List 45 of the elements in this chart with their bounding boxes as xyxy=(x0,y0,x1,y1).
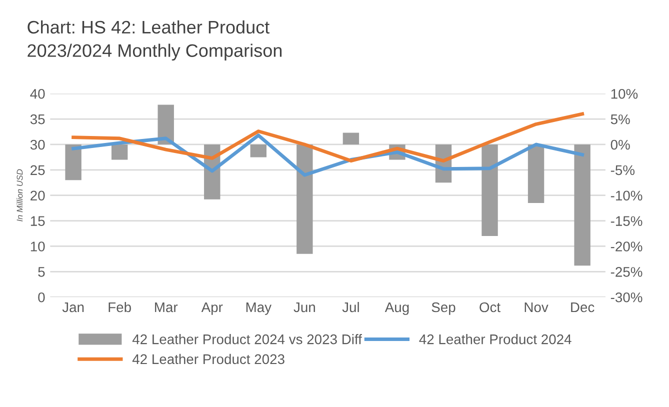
y-axis-title: In Million USD xyxy=(16,169,23,222)
x-tick-label: Jul xyxy=(342,302,359,312)
x-tick-label: Sep xyxy=(432,302,456,315)
bar xyxy=(482,144,498,236)
y-tick-label: 20 xyxy=(30,190,45,201)
legend-label: 42 Leather Product 2023 xyxy=(132,354,284,364)
y-tick-label: 15 xyxy=(30,216,45,226)
x-tick-label: Jan xyxy=(62,302,84,312)
y-tick-label: 25 xyxy=(30,165,45,176)
x-tick-label: Oct xyxy=(480,302,500,312)
x-tick-label: Apr xyxy=(201,302,223,315)
y2-tick-label: -20% xyxy=(610,242,642,252)
y-tick-label: 40 xyxy=(30,88,45,99)
bar xyxy=(250,144,266,158)
y2-tick-label: 5% xyxy=(610,114,630,124)
y2-tick-label: -30% xyxy=(610,292,642,302)
bar xyxy=(111,144,128,160)
y2-tick-label: -25% xyxy=(610,267,642,277)
line-series xyxy=(72,134,584,177)
x-tick-label: May xyxy=(246,302,272,315)
x-tick-label: Nov xyxy=(524,302,548,312)
y2-tick-label: 0% xyxy=(610,140,630,150)
line-series xyxy=(72,112,584,162)
legend-label: 42 Leather Product 2024 xyxy=(419,334,572,344)
chart-title: Chart: HS 42: Leather Product 2023/2024 Monthly Comparison xyxy=(28,20,282,61)
y-tick-label: 10 xyxy=(30,242,45,252)
y2-tick-label: -15% xyxy=(610,216,642,226)
bar xyxy=(342,132,360,144)
x-tick-label: Jun xyxy=(294,302,315,312)
y2-tick-label: 10% xyxy=(611,88,638,99)
y2-tick-label: -10% xyxy=(610,190,642,201)
x-tick-label: Feb xyxy=(108,302,131,312)
y-tick-label: 0 xyxy=(38,292,45,302)
bar xyxy=(65,144,82,180)
x-tick-label: Aug xyxy=(384,302,409,315)
y-tick-label: 35 xyxy=(30,114,45,124)
y-tick-label: 5 xyxy=(38,267,45,277)
x-tick-label: Dec xyxy=(571,302,594,312)
legend-label: 42 Leather Product 2024 vs 2023 Diff xyxy=(132,334,362,344)
y2-tick-label: -5% xyxy=(610,165,635,176)
bar xyxy=(296,144,313,254)
y-tick-label: 30 xyxy=(30,140,45,150)
bar xyxy=(528,144,544,203)
bar xyxy=(574,144,590,266)
x-tick-label: Mar xyxy=(155,302,178,312)
